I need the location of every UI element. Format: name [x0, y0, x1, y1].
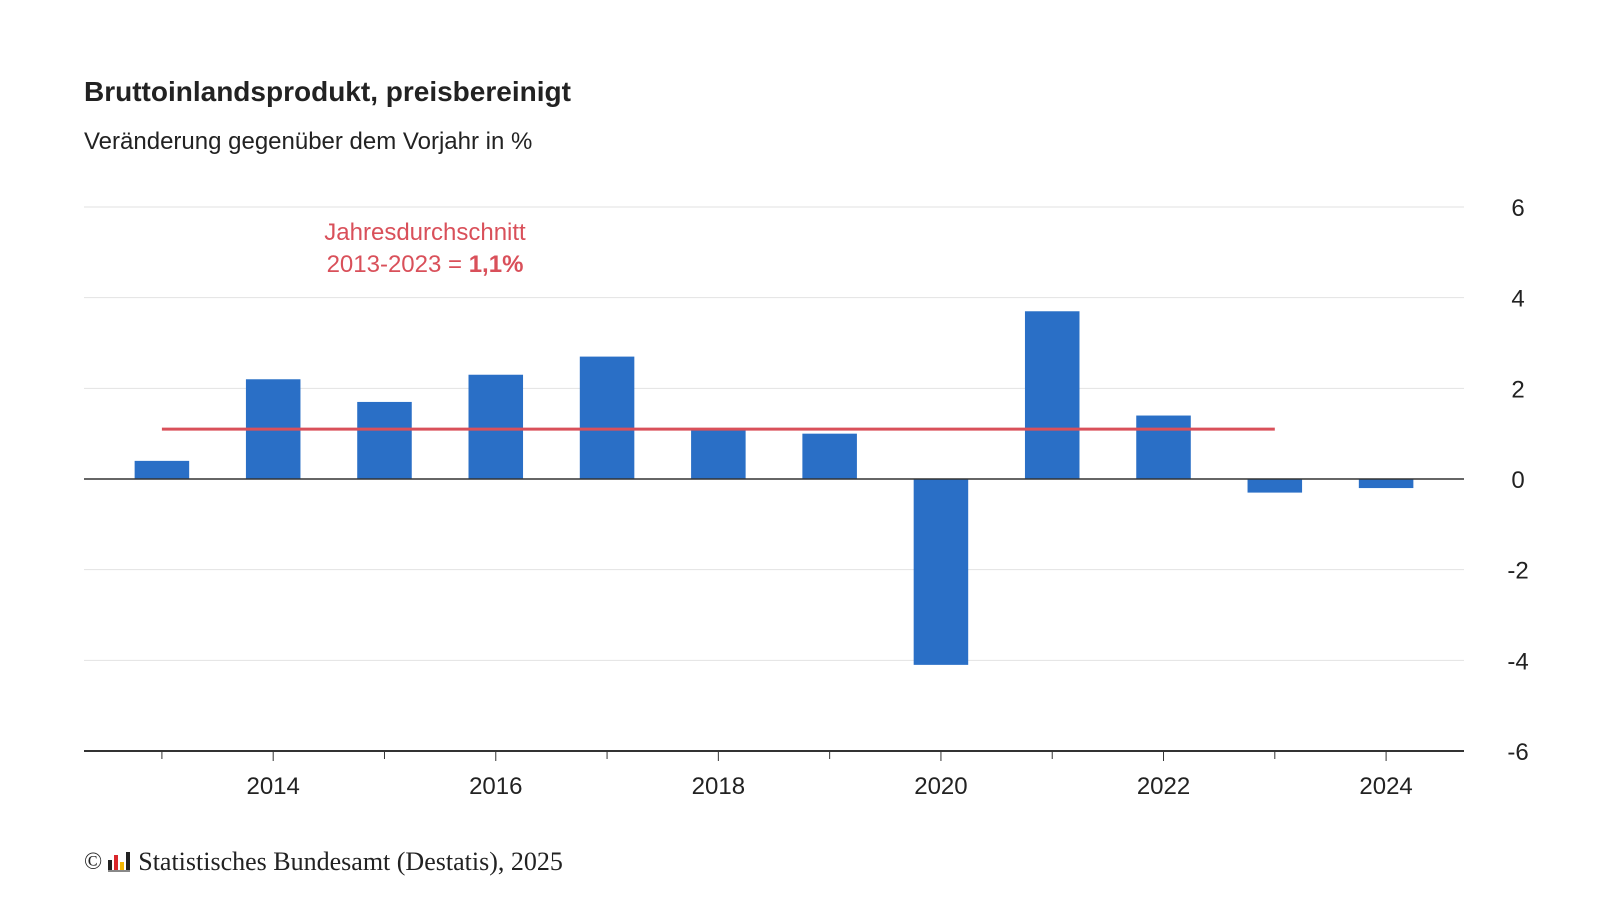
x-tick-label: 2020 — [914, 773, 967, 800]
bars — [134, 311, 1414, 665]
bar-2017 — [579, 356, 635, 479]
y-tick-label: -4 — [1507, 648, 1528, 675]
axes — [84, 478, 1464, 761]
x-tick-label: 2024 — [1359, 773, 1412, 800]
bar-2016 — [468, 374, 524, 479]
destatis-logo-icon — [108, 852, 131, 872]
y-tick-label: 6 — [1511, 195, 1524, 222]
average-label-line2: 2013-2023 = 1,1% — [327, 251, 524, 278]
footer: © Statistisches Bundesamt (Destatis), 20… — [84, 847, 563, 877]
bar-2022 — [1136, 415, 1191, 479]
bar-2018 — [691, 429, 746, 479]
bar-2019 — [802, 433, 857, 479]
chart-subtitle: Veränderung gegenüber dem Vorjahr in % — [84, 128, 533, 155]
average-label-value: 1,1% — [469, 251, 524, 278]
y-tick-label: 2 — [1511, 376, 1524, 403]
x-tick-label: 2022 — [1137, 773, 1190, 800]
bar-2023 — [1247, 479, 1303, 493]
chart-title: Bruttoinlandsprodukt, preisbereinigt — [84, 76, 571, 107]
average-line-group: Jahresdurchschnitt 2013-2023 = 1,1% — [161, 219, 1275, 431]
bar-2021 — [1024, 311, 1080, 479]
y-tick-labels: 6 4 2 0 -2 -4 -6 — [1507, 195, 1528, 766]
average-label-prefix: 2013-2023 = — [327, 251, 469, 278]
x-tick-label: 2016 — [469, 773, 522, 800]
bar-2015 — [357, 401, 412, 479]
copyright-symbol: © — [84, 848, 103, 875]
y-tick-label: 0 — [1511, 467, 1524, 494]
bar-2013 — [134, 460, 190, 479]
footer-source-text: Statistisches Bundesamt (Destatis), 2025 — [138, 847, 563, 876]
grid-lines — [84, 206, 1464, 661]
y-tick-label: -6 — [1507, 739, 1528, 766]
y-tick-label: 4 — [1511, 286, 1524, 313]
x-tick-label: 2014 — [246, 773, 299, 800]
average-label-line1: Jahresdurchschnitt — [324, 219, 526, 246]
x-tick-labels: 2014 2016 2018 2020 2022 2024 — [246, 773, 1412, 800]
bar-2020 — [913, 479, 969, 665]
y-tick-label: -2 — [1507, 558, 1528, 585]
x-tick-label: 2018 — [692, 773, 745, 800]
bar-2024 — [1358, 479, 1414, 489]
